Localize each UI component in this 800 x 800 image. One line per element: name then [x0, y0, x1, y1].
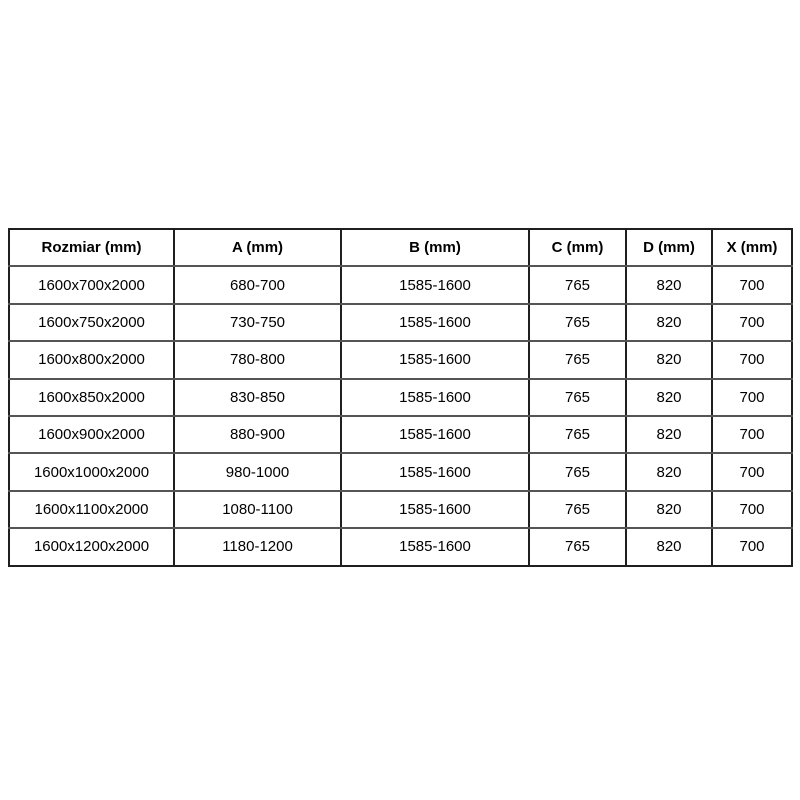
table-cell: 700 — [711, 302, 793, 343]
table-row: 1600x800x2000 780-800 1585-1600 765 820 700 — [8, 340, 793, 380]
dimensions-table: Rozmiar (mm) A (mm) B (mm) C (mm) D (mm)… — [8, 227, 793, 567]
table-cell: 765 — [528, 340, 627, 380]
table-cell: 700 — [711, 527, 793, 567]
table-cell: 1585-1600 — [340, 489, 530, 530]
table-cell: 700 — [711, 452, 793, 492]
table-cell: 1080-1100 — [173, 489, 342, 530]
table-cell: 1585-1600 — [340, 265, 530, 305]
table-row: 1600x700x2000 680-700 1585-1600 765 820 700 — [8, 265, 793, 305]
table-row: 1600x1100x2000 1080-1100 1585-1600 765 820 70… — [8, 489, 793, 530]
table-cell: 1585-1600 — [340, 340, 530, 380]
table-cell: 1585-1600 — [340, 527, 530, 567]
table-row: 1600x1000x2000 980-1000 1585-1600 765 820 700 — [8, 452, 793, 492]
table-cell: 1585-1600 — [340, 302, 530, 343]
table-cell: 820 — [625, 377, 713, 417]
table-cell: 700 — [711, 489, 793, 530]
table-cell: 730-750 — [173, 302, 342, 343]
table-cell: 1600x800x2000 — [8, 340, 175, 380]
table-cell: 1585-1600 — [340, 452, 530, 492]
table-cell: 1600x700x2000 — [8, 265, 175, 305]
table-row: 1600x900x2000 880-900 1585-1600 765 820 700 — [8, 414, 793, 455]
column-header-b: B (mm) — [340, 227, 530, 268]
table-cell: 820 — [625, 527, 713, 567]
column-header-d: D (mm) — [625, 227, 713, 268]
table-cell: 765 — [528, 527, 627, 567]
table-cell: 680-700 — [173, 265, 342, 305]
table-cell: 1585-1600 — [340, 377, 530, 417]
table-cell: 880-900 — [173, 414, 342, 455]
column-header-c: C (mm) — [528, 227, 627, 268]
table-cell: 820 — [625, 414, 713, 455]
table-cell: 1600x1200x2000 — [8, 527, 175, 567]
table-cell: 765 — [528, 265, 627, 305]
column-header-rozmiar: Rozmiar (mm) — [8, 227, 175, 268]
table-cell: 700 — [711, 414, 793, 455]
table-body: 1600x700x2000 680-700 1585-1600 765 820 700 16… — [8, 265, 793, 567]
table-row: 1600x850x2000 830-850 1585-1600 765 820 700 — [8, 377, 793, 417]
table-cell: 1180-1200 — [173, 527, 342, 567]
table-cell: 1600x900x2000 — [8, 414, 175, 455]
table-header-row: Rozmiar (mm) A (mm) B (mm) C (mm) D (mm)… — [8, 227, 793, 268]
table-cell: 820 — [625, 489, 713, 530]
table-cell: 700 — [711, 265, 793, 305]
table-cell: 765 — [528, 302, 627, 343]
table-cell: 980-1000 — [173, 452, 342, 492]
table-cell: 1600x1000x2000 — [8, 452, 175, 492]
table-cell: 700 — [711, 377, 793, 417]
column-header-x: X (mm) — [711, 227, 793, 268]
table-row: 1600x1200x2000 1180-1200 1585-1600 765 820 70… — [8, 527, 793, 567]
table-cell: 765 — [528, 452, 627, 492]
table-cell: 1585-1600 — [340, 414, 530, 455]
table-cell: 820 — [625, 452, 713, 492]
table-row: 1600x750x2000 730-750 1585-1600 765 820 700 — [8, 302, 793, 343]
table-cell: 700 — [711, 340, 793, 380]
table-cell: 765 — [528, 414, 627, 455]
column-header-a: A (mm) — [173, 227, 342, 268]
table-cell: 780-800 — [173, 340, 342, 380]
table-cell: 820 — [625, 340, 713, 380]
table-cell: 1600x1100x2000 — [8, 489, 175, 530]
table-cell: 830-850 — [173, 377, 342, 417]
table-cell: 765 — [528, 377, 627, 417]
table-cell: 765 — [528, 489, 627, 530]
table-cell: 820 — [625, 302, 713, 343]
table-cell: 820 — [625, 265, 713, 305]
table-cell: 1600x850x2000 — [8, 377, 175, 417]
table-cell: 1600x750x2000 — [8, 302, 175, 343]
